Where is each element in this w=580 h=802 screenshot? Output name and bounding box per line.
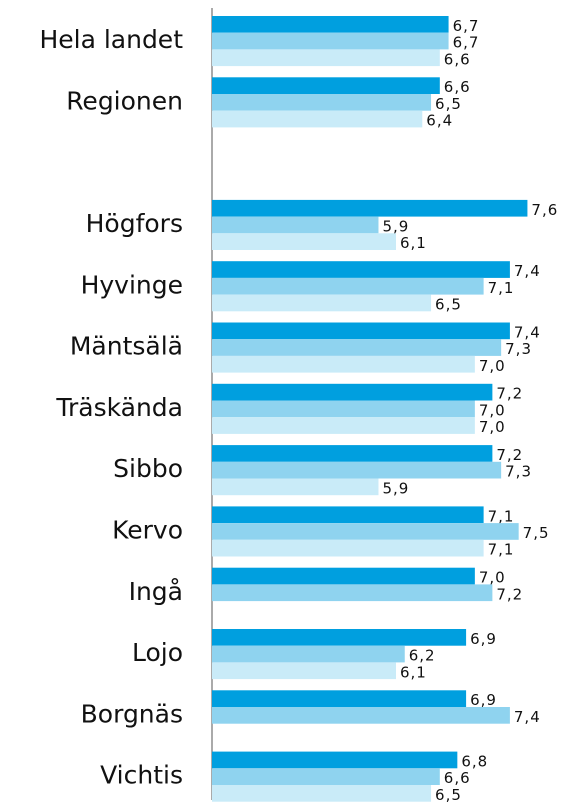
value-label: 7,4	[514, 323, 541, 341]
value-label: 7,1	[488, 279, 515, 297]
value-label: 7,3	[505, 340, 532, 358]
bar	[212, 355, 475, 373]
bar	[212, 94, 432, 111]
bar	[212, 567, 475, 585]
category-label: Regionen	[66, 86, 183, 115]
value-label: 6,6	[444, 78, 471, 96]
value-label: 5,9	[382, 479, 409, 497]
value-label: 7,2	[496, 446, 523, 464]
bar	[212, 16, 449, 33]
category-label: Ingå	[129, 577, 183, 606]
value-label: 6,5	[435, 786, 462, 802]
value-label: 7,4	[514, 708, 541, 726]
bar	[212, 461, 502, 479]
value-label: 6,7	[453, 34, 480, 52]
value-label: 7,4	[514, 262, 541, 280]
bar	[212, 478, 379, 496]
value-label: 6,6	[444, 50, 471, 68]
bar	[212, 645, 405, 663]
category-label: Kervo	[112, 515, 183, 544]
value-label: 6,5	[435, 295, 462, 313]
value-label: 6,4	[426, 112, 453, 130]
value-label: 6,1	[400, 663, 427, 681]
bar	[212, 400, 475, 418]
value-label: 5,9	[382, 217, 409, 235]
value-label: 7,2	[496, 585, 523, 603]
bar	[212, 690, 467, 707]
value-label: 7,0	[479, 401, 506, 419]
category-label: Högfors	[86, 209, 183, 238]
bar	[212, 768, 440, 785]
value-label: 6,2	[409, 647, 436, 665]
bar	[212, 383, 493, 401]
bar	[212, 662, 396, 680]
value-label: 6,7	[453, 17, 480, 35]
category-label: Hyvinge	[81, 270, 183, 299]
value-label: 7,2	[496, 385, 523, 403]
category-label: Sibbo	[113, 454, 183, 483]
value-label: 7,1	[488, 507, 515, 525]
bar	[212, 506, 484, 524]
value-label: 7,5	[523, 524, 550, 542]
bar	[212, 339, 502, 356]
value-label: 6,5	[435, 95, 462, 113]
value-label: 7,3	[505, 463, 532, 481]
bar	[212, 629, 467, 646]
category-label: Mäntsälä	[70, 332, 183, 361]
bar	[212, 261, 510, 278]
bar	[212, 785, 432, 802]
value-label: 7,1	[488, 541, 515, 559]
bar	[212, 445, 493, 462]
value-label: 6,6	[444, 769, 471, 787]
value-label: 7,6	[531, 201, 558, 219]
value-label: 6,9	[470, 630, 497, 648]
category-label: Träskända	[55, 393, 183, 422]
value-label: 7,0	[479, 569, 506, 587]
bar	[212, 539, 484, 557]
value-label: 6,8	[461, 752, 488, 770]
value-label: 6,9	[470, 691, 497, 709]
bar	[212, 32, 449, 50]
bar	[212, 77, 440, 94]
category-label: Vichtis	[100, 761, 183, 790]
bar	[212, 294, 432, 312]
bar	[212, 751, 458, 769]
bar	[212, 707, 510, 724]
bar	[212, 216, 379, 234]
bar	[212, 49, 440, 67]
bar	[212, 584, 493, 602]
bar	[212, 233, 396, 250]
category-label: Borgnäs	[81, 699, 183, 728]
bar	[212, 277, 484, 295]
bar	[212, 322, 510, 340]
bar	[212, 110, 423, 128]
bar	[212, 523, 519, 540]
category-label: Lojo	[132, 638, 183, 667]
value-label: 6,1	[400, 234, 427, 252]
category-label: Hela landet	[39, 25, 183, 54]
value-label: 7,0	[479, 418, 506, 436]
bar	[212, 417, 475, 434]
value-label: 7,0	[479, 357, 506, 375]
bar	[212, 199, 528, 217]
